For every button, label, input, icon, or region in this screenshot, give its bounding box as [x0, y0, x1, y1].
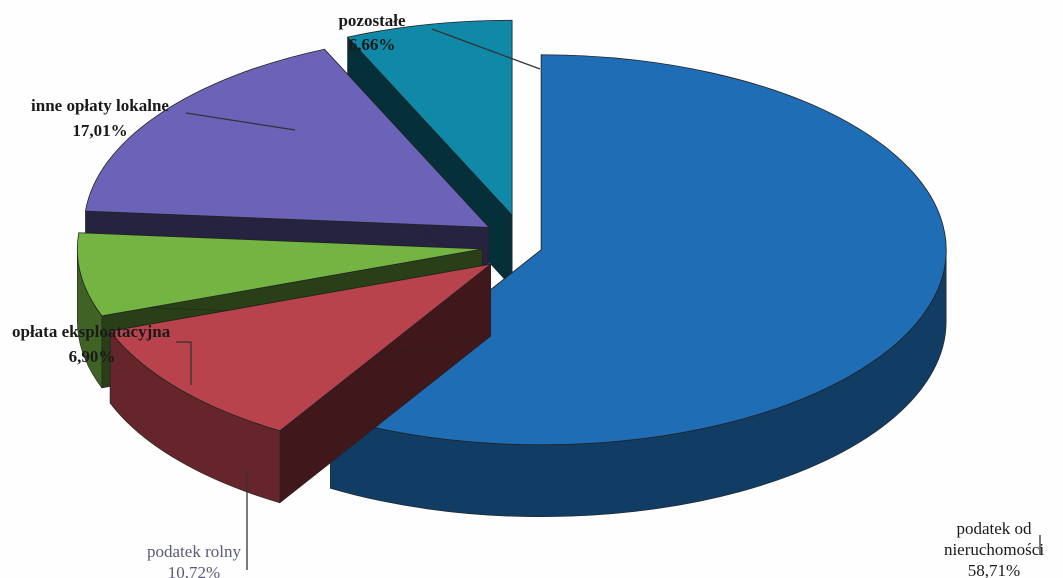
label-rolny-value: 10,72%: [168, 563, 220, 578]
label-nieruchomosci-value: 58,71%: [968, 561, 1020, 578]
label-inne-name: inne opłaty lokalne: [31, 96, 169, 115]
label-oplata-name: opłata eksploatacyjna: [12, 322, 171, 341]
label-pozostale-value: 6,66%: [349, 35, 396, 54]
label-rolny-name: podatek rolny: [147, 542, 241, 561]
leader-line-inne: [185, 112, 296, 131]
label-oplata-value: 6,90%: [69, 347, 116, 366]
label-inne-value: 17,01%: [72, 121, 127, 140]
pie-slice-top-2: [76, 232, 483, 317]
label-nieruchomosci-line1: podatek od: [956, 519, 1032, 538]
pie-slice-top-1: [109, 263, 491, 432]
label-nieruchomosci-line2: nieruchomości: [944, 540, 1044, 559]
leader-line-oplata: [176, 341, 192, 385]
pie-slice-top-3: [84, 48, 490, 228]
pie-slice-top-0: [329, 54, 947, 446]
pie-slice-top-4: [346, 19, 513, 217]
pie-slice-1: [109, 263, 491, 504]
label-pozostale-name: pozostałe: [338, 11, 406, 30]
pie-slices: [76, 19, 947, 518]
leader-line-pozostale: [431, 28, 541, 70]
